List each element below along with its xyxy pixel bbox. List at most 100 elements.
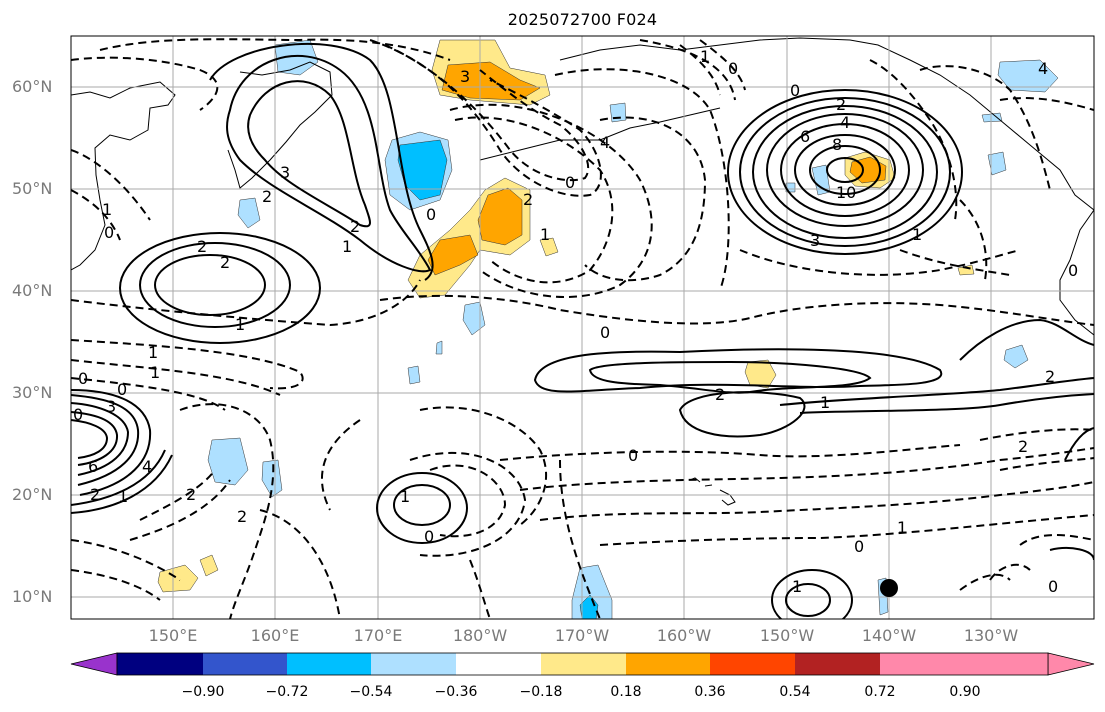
colorbar-segment [880,653,1048,675]
contour-line [384,44,590,182]
contour-line [780,123,910,217]
contour-line [429,464,507,538]
contour-line [179,403,275,619]
contour-line [71,377,226,411]
contour-value-label: 0 [790,81,800,100]
contour-line [154,254,266,316]
contour-value-label: 1 [235,315,245,334]
colorbar-segment [795,653,880,675]
contour-value-label: 1 [400,487,410,506]
contour-line [129,469,231,541]
colorbar-segment [287,653,371,675]
contour-line [71,449,173,514]
colorbar-segment [371,653,456,675]
contour-line [919,65,1051,191]
contour-value-label: 2 [1045,367,1055,386]
contour-line [454,116,614,284]
contour-line [1019,534,1094,546]
contour-line [533,348,943,393]
latitude-label: 40°N [12,281,53,300]
contour-line [959,563,1031,591]
plot-frame [70,35,1095,620]
contour-line [752,105,938,239]
colorbar-tick-label: −0.18 [519,684,563,700]
colorbar-segment [456,653,541,675]
coastline-hawaii [689,477,736,506]
coastlines [71,37,1094,506]
colorbar-tick-label: 0.54 [779,684,811,700]
coastline-aleutians [479,107,721,161]
contour-value-label: 1 [792,577,802,596]
shade-negative-area [397,139,448,201]
colorbar-tick-label: −0.36 [434,684,478,700]
map-title: 2025072700 F024 [507,10,658,29]
contour-value-label: 1 [342,237,352,256]
longitude-label: 150°E [148,626,198,645]
shade-negative-area [997,59,1059,93]
contour-value-label: 2 [715,385,725,404]
colorbar-segment [710,653,795,675]
contour-line [376,472,468,544]
contour-value-label: 1 [118,487,128,506]
contour-line [794,134,896,206]
colorbar-segment [203,653,287,675]
coastline-asia [71,81,176,271]
contour-line [320,406,548,526]
contour-line [766,113,924,227]
colorbar-tick-label: 0.36 [694,684,726,700]
contour-line [584,116,707,282]
contour-value-label: 1 [148,343,158,362]
shade-negative-area [435,340,443,355]
colorbar-min-arrow [70,652,118,676]
longitude-label: 150°W [759,626,815,645]
contour-value-label: 3 [280,163,290,182]
shade-negative-area [1003,344,1029,369]
contour-value-label: 1 [912,225,922,244]
longitude-label: 140°W [861,626,917,645]
colorbar-tick-label: −0.54 [349,684,393,700]
contour-line [71,389,152,496]
shade-positive-area [744,359,777,389]
latitude-label: 10°N [12,587,53,606]
colorbar [70,652,1095,676]
contour-line [409,451,527,557]
contour-value-label: 0 [600,323,610,342]
contour-value-label: 0 [104,223,114,242]
contour-labels: 1 0 3 2 4 0 0 3 2 1 2 2 1 1 0 2 4 6 8 10… [73,47,1078,596]
contour-line [799,393,1094,414]
contour-line [639,39,736,101]
contour-value-label: 8 [832,135,842,154]
colorbar-segment [117,653,203,675]
contour-line [259,509,341,619]
contour-value-label: 4 [142,457,152,476]
contour-line [539,481,1094,521]
contour-value-label: 4 [600,133,610,152]
colorbar-tick-label: 0.18 [610,684,642,700]
colorbar-outline [116,652,1049,676]
colorbar-segment [541,653,626,675]
solid-contours [71,42,1094,619]
shade-positive-area [539,237,559,257]
contour-line [809,145,881,195]
contour-value-label: 2 [350,217,360,236]
shade-positive-area [199,554,219,577]
contour-line [1064,427,1094,461]
contour-line [588,360,872,394]
colorbar-tick-label: 0.72 [864,684,896,700]
coastline-kamchatka [227,61,333,189]
contour-line [393,484,451,526]
contour-line [959,318,1094,361]
coastline-north-america [1059,209,1094,336]
contour-value-label: 0 [424,527,434,546]
contour-line [739,249,1021,276]
contour-line [71,339,304,390]
contour-line [999,457,1094,471]
contour-line [739,97,951,247]
contour-value-label: 10 [836,183,856,202]
contour-value-label: 0 [1068,261,1078,280]
dashed-contours [71,38,1094,619]
contour-value-label: 0 [628,446,638,465]
contour-line [226,54,432,273]
shade-negative-area [237,197,261,229]
